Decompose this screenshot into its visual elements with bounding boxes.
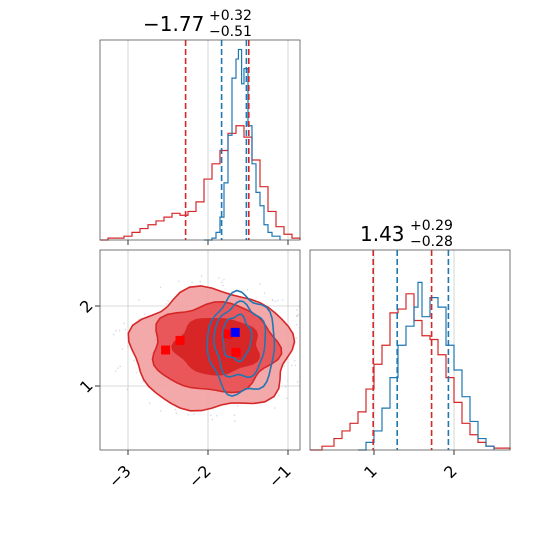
joint-sample-point <box>296 380 299 383</box>
joint-sample-point <box>116 367 119 369</box>
right-xtick-label: 1 <box>360 461 381 482</box>
right-panel-frame <box>309 249 511 451</box>
joint-sample-point <box>200 275 203 277</box>
joint-xtick-label: −2 <box>185 461 215 491</box>
joint-sample-point <box>112 333 115 336</box>
joint-contour-blue-middle <box>212 300 267 379</box>
joint-sample-point <box>286 397 288 400</box>
joint-sample-point <box>167 300 169 302</box>
joint-sample-point <box>124 328 127 331</box>
joint-sample-point <box>159 286 162 289</box>
joint-sample-point <box>121 348 124 350</box>
top-panel-frame <box>99 39 301 241</box>
joint-sample-point <box>138 299 140 301</box>
joint-marker-red <box>161 345 171 355</box>
joint-marker-blue <box>230 327 240 337</box>
joint-plot-area <box>112 275 306 422</box>
joint-ytick-label: 2 <box>76 296 97 317</box>
joint-sample-point <box>174 408 177 411</box>
joint-sample-point <box>293 359 296 362</box>
joint-sample-point <box>144 313 146 316</box>
joint-sample-point <box>209 414 212 417</box>
joint-sample-point <box>273 407 276 409</box>
joint-sample-point <box>274 300 276 303</box>
joint-sample-point <box>191 281 193 284</box>
joint-sample-point <box>114 370 117 372</box>
top-panel-title: −1.77 +0.32 −0.51 <box>143 6 273 40</box>
joint-sample-point <box>220 281 223 283</box>
joint-sample-point <box>218 277 220 279</box>
joint-sample-point <box>236 404 239 407</box>
joint-panel-frame <box>99 249 301 451</box>
joint-sample-point <box>277 394 280 397</box>
joint-sample-point <box>211 418 214 421</box>
joint-sample-point <box>159 409 162 412</box>
joint-sample-point <box>199 280 202 283</box>
joint-sample-point <box>296 315 299 318</box>
joint-sample-point <box>135 371 138 374</box>
joint-sample-point <box>126 388 129 391</box>
joint-sample-point <box>303 346 305 348</box>
joint-sample-point <box>271 299 274 302</box>
joint-sample-point <box>142 380 144 383</box>
joint-sample-point <box>187 413 189 416</box>
joint-sample-point <box>223 278 225 281</box>
joint-sample-point <box>119 365 121 368</box>
top-title-value: −1.77 <box>143 12 205 36</box>
joint-sample-point <box>290 364 293 367</box>
joint-sample-point <box>263 292 266 294</box>
joint-sample-point <box>118 329 121 332</box>
top-title-sup: +0.32 <box>209 8 252 24</box>
joint-marker-red <box>231 347 241 357</box>
joint-sample-point <box>294 364 297 367</box>
right-hist-blue <box>358 281 495 451</box>
right-hist-red <box>310 293 511 451</box>
top-hist-red <box>100 125 301 241</box>
joint-sample-point <box>175 411 178 414</box>
joint-sample-point <box>216 414 218 417</box>
joint-sample-point <box>295 323 298 326</box>
right-panel-title: 1.43 +0.29 −0.28 <box>360 216 480 250</box>
joint-sample-point <box>123 322 126 325</box>
joint-sample-point <box>222 284 224 287</box>
joint-xtick-label: −3 <box>105 461 135 491</box>
right-title-sub: −0.28 <box>410 234 453 250</box>
joint-sample-point <box>193 413 195 415</box>
joint-sample-point <box>115 329 117 332</box>
joint-sample-point <box>276 299 279 302</box>
joint-xtick-label: −1 <box>265 461 295 491</box>
joint-sample-point <box>177 280 180 283</box>
joint-sample-point <box>133 359 136 362</box>
top-hist-blue <box>204 48 281 241</box>
joint-sample-point <box>297 313 299 316</box>
joint-sample-point <box>127 345 129 347</box>
joint-marker-red <box>223 329 233 339</box>
joint-sample-point <box>295 337 298 339</box>
joint-contour-blue-outer <box>206 289 276 397</box>
joint-ytick-label: 1 <box>76 376 97 397</box>
joint-sample-point <box>283 364 286 367</box>
joint-sample-point <box>296 309 298 311</box>
joint-sample-point <box>233 420 236 422</box>
joint-sample-point <box>284 386 287 388</box>
joint-marker-red <box>175 335 185 345</box>
joint-sample-point <box>259 283 261 285</box>
right-title-value: 1.43 <box>360 222 405 246</box>
joint-contour-blue-inner <box>221 313 253 363</box>
joint-sample-point <box>233 414 236 416</box>
joint-sample-point <box>165 303 168 305</box>
joint-sample-point <box>281 299 284 301</box>
joint-sample-point <box>148 402 151 404</box>
top-title-sub: −0.51 <box>209 24 252 40</box>
joint-sample-point <box>286 380 289 382</box>
joint-sample-point <box>137 318 140 321</box>
right-xtick-label: 2 <box>440 461 461 482</box>
joint-sample-point <box>246 288 249 291</box>
joint-sample-point <box>304 377 306 379</box>
right-title-sup: +0.29 <box>410 218 453 234</box>
